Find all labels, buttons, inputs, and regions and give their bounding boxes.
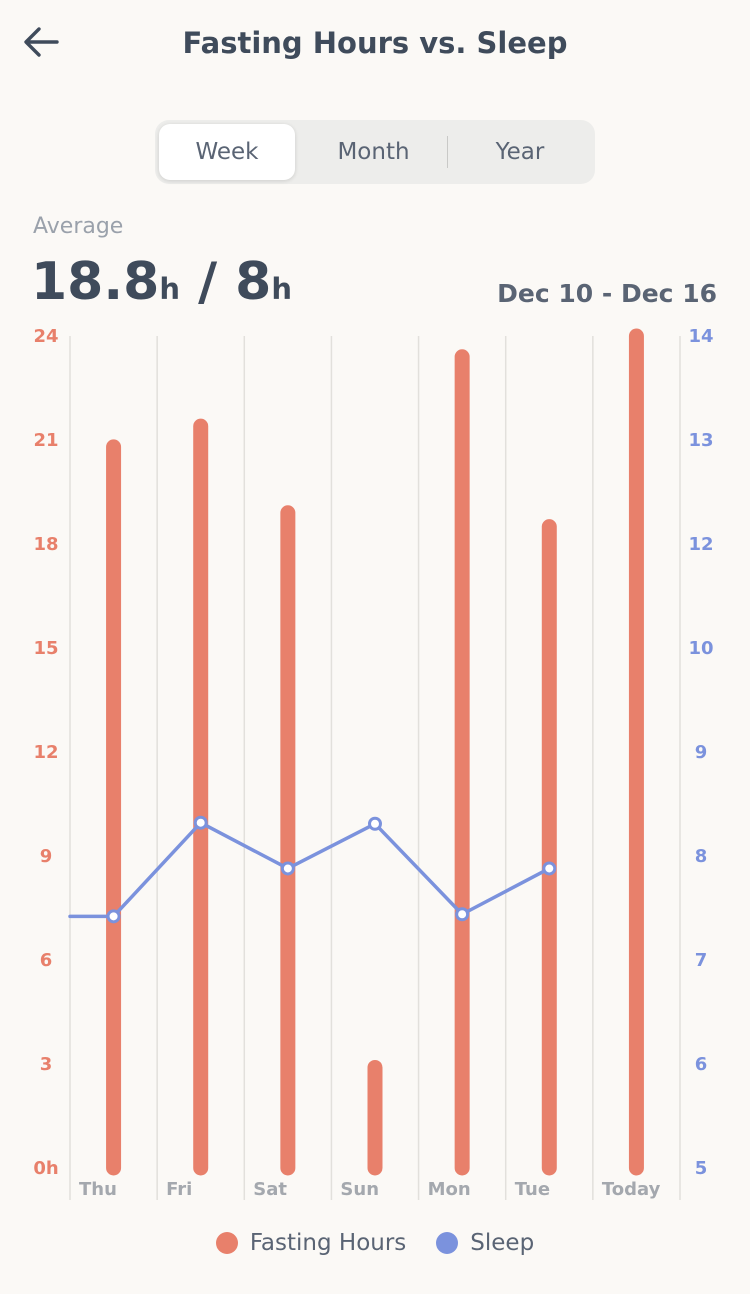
sleep-point xyxy=(106,909,121,924)
sleep-line xyxy=(68,820,552,919)
right-axis-tick-label: 7 xyxy=(695,950,708,971)
left-axis-tick-label: 0h xyxy=(33,1158,58,1179)
x-axis-label: Thu xyxy=(79,1179,117,1200)
average-separator: / xyxy=(179,252,236,312)
x-axis-label: Mon xyxy=(428,1179,471,1200)
left-axis-tick-label: 15 xyxy=(33,638,58,659)
right-axis-tick-label: 10 xyxy=(688,638,713,659)
sleep-point xyxy=(280,861,295,876)
period-selector: Week Month Year xyxy=(155,120,595,184)
legend-dot-sleep xyxy=(436,1232,459,1254)
right-axis-tick-label: 8 xyxy=(695,846,708,867)
chart-legend: Fasting Hours Sleep xyxy=(0,1230,750,1256)
tab-week[interactable]: Week xyxy=(159,124,295,180)
left-axis-tick-label: 6 xyxy=(40,950,53,971)
arrow-left-icon xyxy=(24,27,59,57)
header: Fasting Hours vs. Sleep xyxy=(0,0,750,92)
x-axis-label: Tue xyxy=(515,1179,550,1200)
right-axis-tick-label: 12 xyxy=(688,534,713,555)
legend-item-sleep: Sleep xyxy=(436,1230,534,1256)
left-axis-tick-label: 24 xyxy=(33,326,58,347)
legend-label-fasting: Fasting Hours xyxy=(249,1230,407,1256)
right-axis-tick-label: 13 xyxy=(688,430,713,451)
left-axis-tick-label: 21 xyxy=(33,430,58,451)
tab-year[interactable]: Year xyxy=(495,139,545,165)
tab-month[interactable]: Month xyxy=(337,139,410,165)
left-axis-tick-label: 18 xyxy=(33,534,58,555)
tab-divider xyxy=(447,136,448,168)
sleep-point xyxy=(455,907,470,922)
x-axis-label: Sun xyxy=(340,1179,379,1200)
legend-item-fasting: Fasting Hours xyxy=(215,1230,407,1256)
x-axis-label: Today xyxy=(602,1179,661,1200)
date-range: Dec 10 - Dec 16 xyxy=(497,279,717,308)
page-title: Fasting Hours vs. Sleep xyxy=(182,26,568,60)
average-sleep-unit: h xyxy=(271,272,293,306)
right-axis-tick-label: 14 xyxy=(688,326,713,347)
left-axis-tick-label: 3 xyxy=(40,1054,53,1075)
fasting-sleep-chart: 0h 3 6 9 12 15 18 21 24 5 6 7 8 9 10 12 13 14 Thu Fri Sat Sun… xyxy=(33,326,714,1200)
right-axis-tick-label: 6 xyxy=(695,1054,708,1075)
right-axis-tick-label: 5 xyxy=(695,1158,708,1179)
average-sleep-value: 8 xyxy=(235,252,272,312)
left-axis-tick-label: 9 xyxy=(40,846,53,867)
right-axis-tick-label: 9 xyxy=(695,742,708,763)
legend-dot-fasting xyxy=(215,1232,238,1254)
average-label: Average xyxy=(33,214,124,239)
average-value: 18.8h / 8h xyxy=(31,252,292,312)
sleep-point xyxy=(368,816,382,831)
back-button[interactable] xyxy=(14,18,68,66)
sleep-point xyxy=(542,861,557,876)
sleep-point xyxy=(193,815,208,830)
average-fasting-unit: h xyxy=(159,272,180,306)
left-axis-tick-label: 12 xyxy=(33,742,58,763)
average-fasting-value: 18.8 xyxy=(31,252,160,312)
legend-label-sleep: Sleep xyxy=(470,1230,535,1256)
x-axis-label: Sat xyxy=(253,1179,287,1200)
x-axis-label: Fri xyxy=(166,1179,192,1200)
